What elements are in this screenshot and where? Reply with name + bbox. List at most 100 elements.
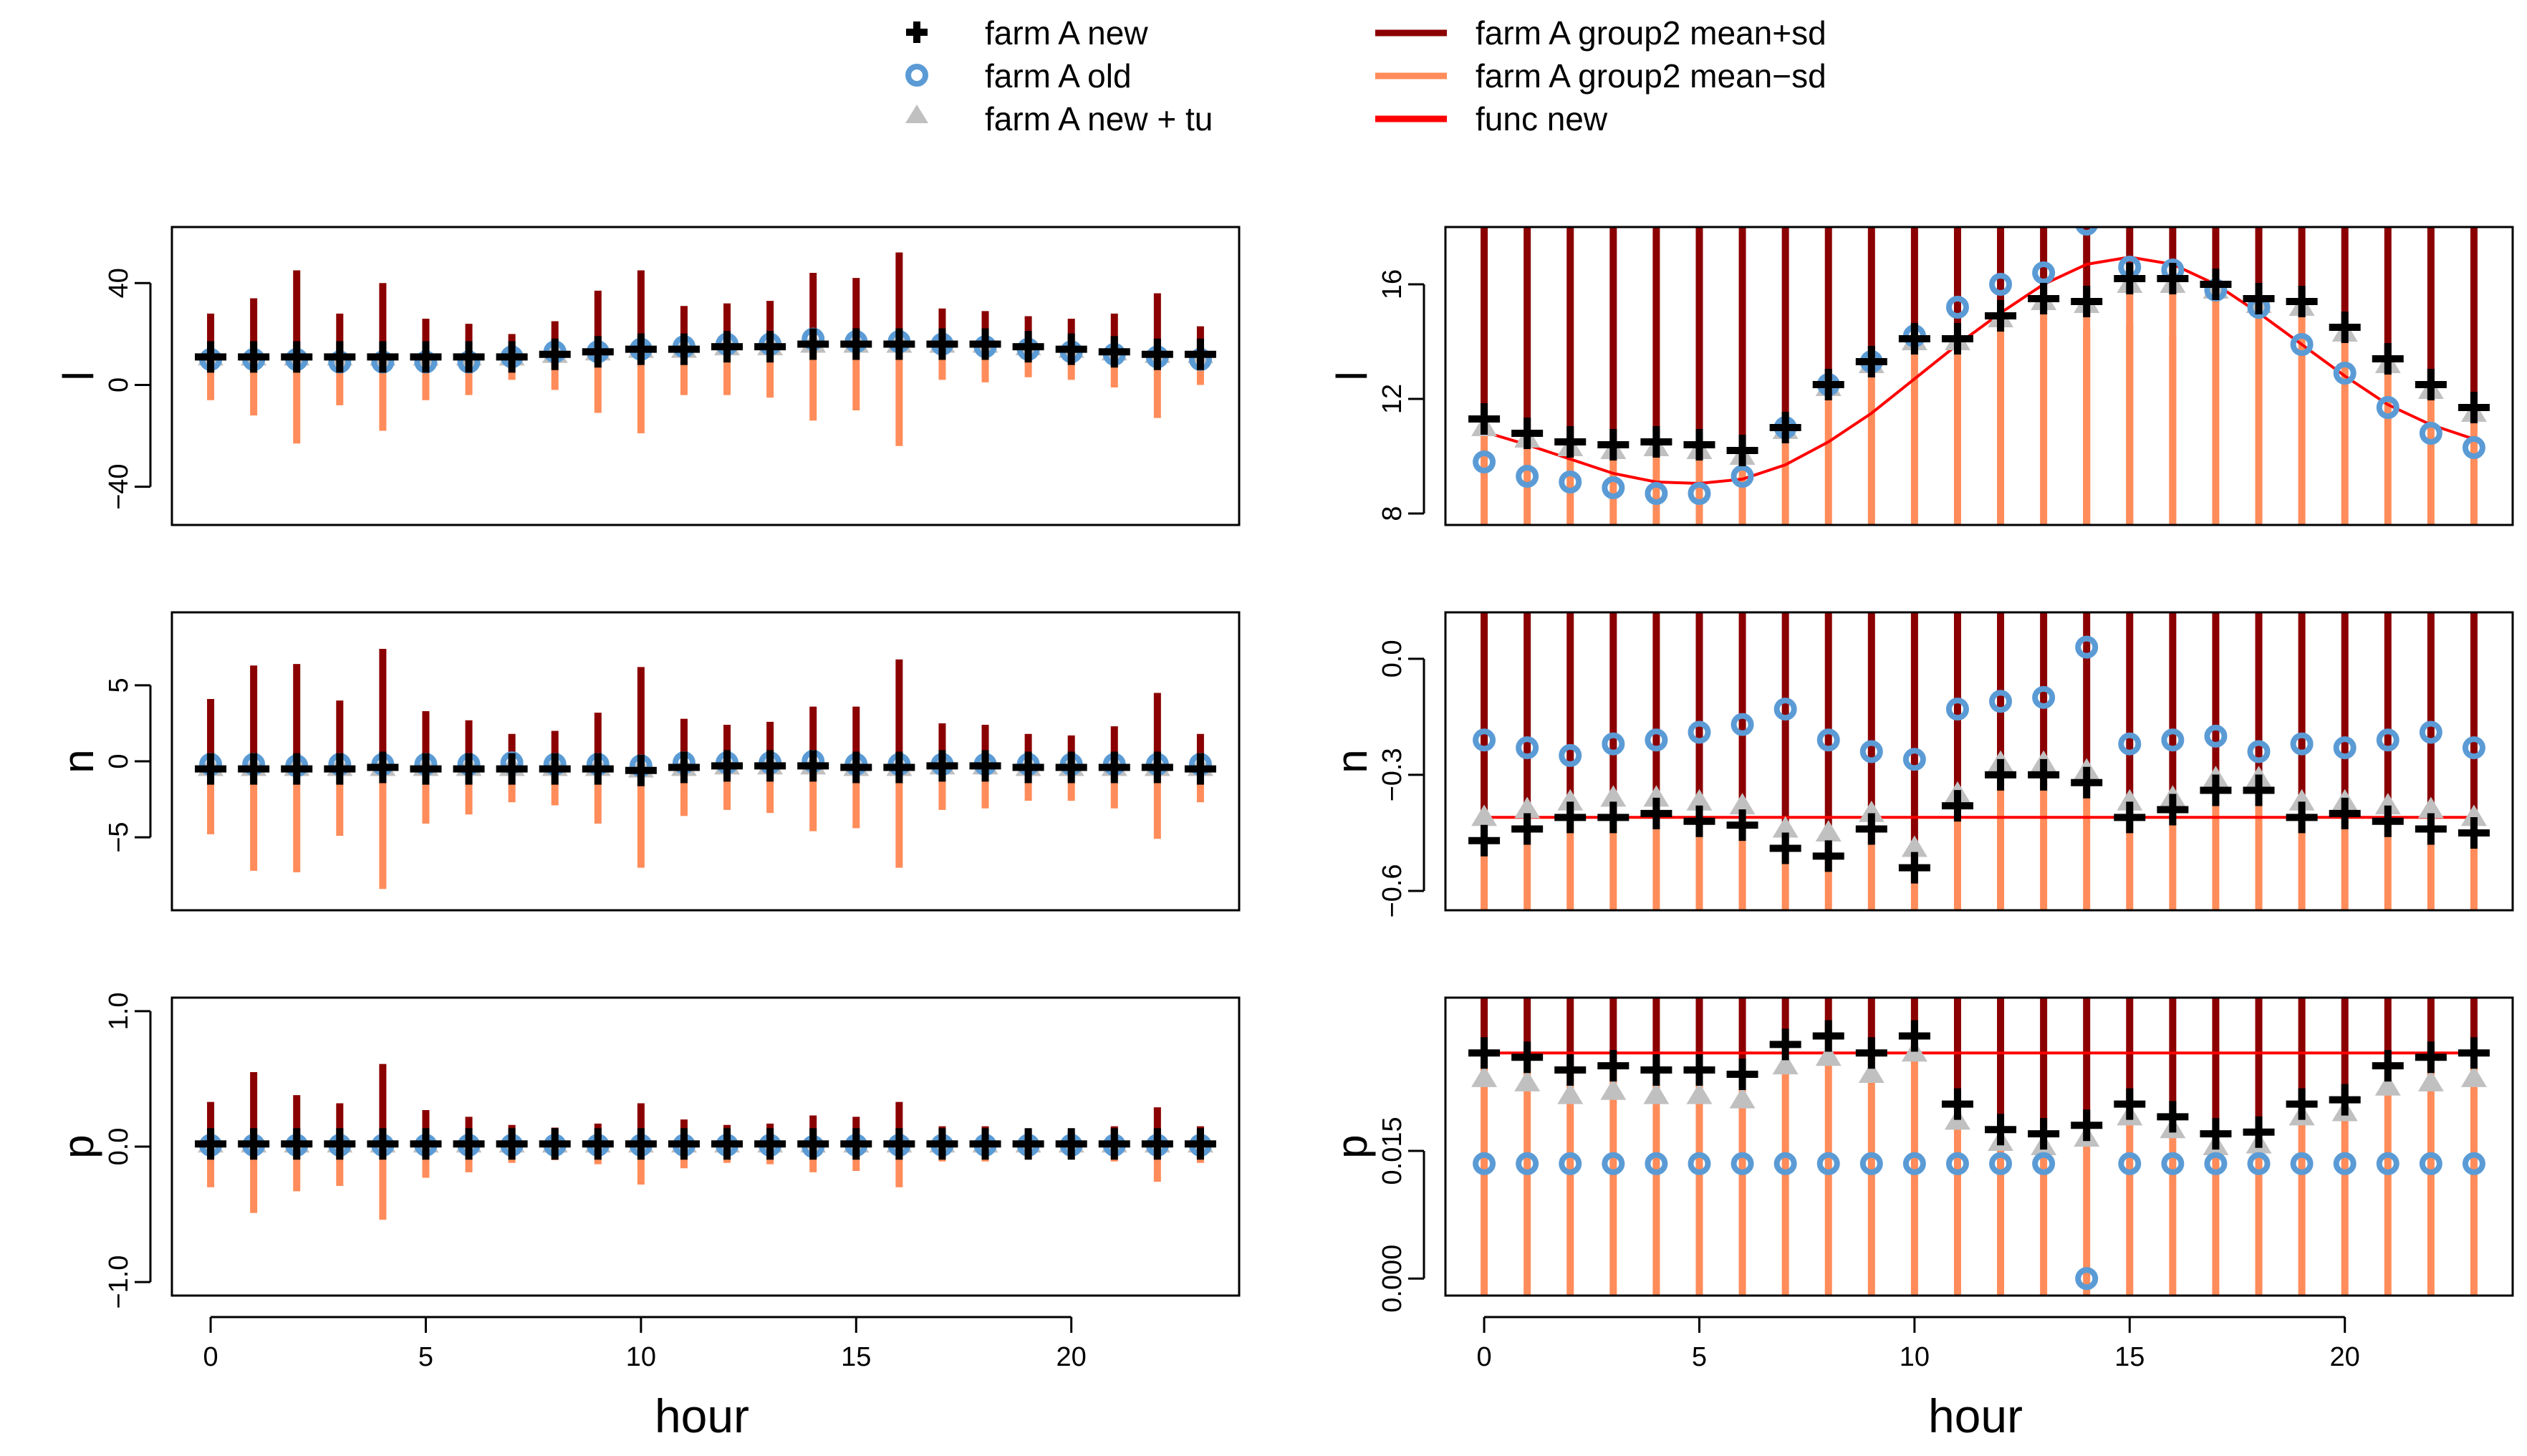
point-new xyxy=(1141,1128,1173,1160)
point-tu xyxy=(2417,796,2444,819)
point-new xyxy=(840,751,872,784)
point-old xyxy=(2161,728,2185,752)
point-old xyxy=(1902,1152,1926,1175)
point-new xyxy=(2071,286,2103,317)
point-new xyxy=(2286,1088,2318,1120)
x-tick-label: 15 xyxy=(841,1342,871,1372)
point-new xyxy=(2071,1109,2103,1142)
point-new xyxy=(2458,392,2490,423)
legend-label-2: farm A new + tu xyxy=(985,100,1213,138)
point-tu xyxy=(1600,785,1627,807)
y-tick-label: 0 xyxy=(104,753,134,768)
point-new xyxy=(969,1128,1001,1160)
point-new xyxy=(238,341,270,373)
point-new xyxy=(238,1128,270,1160)
point-new xyxy=(1769,1028,1801,1061)
point-new xyxy=(582,336,614,368)
point-old xyxy=(2462,1152,2485,1175)
point-new xyxy=(453,753,485,785)
y-tick-label: 0.000 xyxy=(1377,1245,1407,1313)
point-new xyxy=(2372,805,2404,837)
point-new xyxy=(1511,418,1544,449)
panel-l-right: 8 12 16 l xyxy=(1328,226,2514,526)
point-new xyxy=(1554,1054,1587,1086)
point-new xyxy=(1985,758,2017,791)
point-old xyxy=(2333,362,2357,385)
y-axis-title: n xyxy=(1328,749,1376,773)
point-new xyxy=(1511,813,1544,845)
point-new xyxy=(797,328,829,360)
point-new xyxy=(410,341,442,373)
point-new xyxy=(1640,1054,1672,1086)
point-new xyxy=(754,750,786,782)
point-old xyxy=(2333,1152,2357,1175)
point-old xyxy=(1773,698,1797,721)
point-new xyxy=(1141,751,1173,784)
point-new xyxy=(2028,283,2060,314)
panel-frame xyxy=(1444,226,2514,526)
legend-item-2: farm A new + tu xyxy=(905,100,1213,138)
point-new xyxy=(2114,1088,2146,1120)
point-new xyxy=(1726,435,1758,466)
point-old xyxy=(2075,227,2098,236)
y-tick-label: 16 xyxy=(1377,269,1407,299)
point-new xyxy=(1855,346,1887,377)
point-old xyxy=(2376,396,2400,419)
point-new xyxy=(2458,816,2490,849)
point-new xyxy=(969,750,1001,782)
panel-l-left: −40 0 40 l xyxy=(54,226,1241,526)
panel-frame xyxy=(170,226,1241,526)
point-old xyxy=(1989,690,2013,713)
point-new xyxy=(195,753,227,785)
point-old xyxy=(1559,743,1582,767)
legend-marker-2 xyxy=(905,105,928,123)
point-new xyxy=(2329,797,2361,829)
y-tick-label: 0 xyxy=(104,377,134,392)
point-old xyxy=(1688,720,1711,744)
point-old xyxy=(2032,1152,2056,1175)
y-tick-label: −5 xyxy=(104,821,134,852)
point-tu xyxy=(1514,1069,1541,1091)
point-new xyxy=(496,1128,528,1160)
point-tu xyxy=(2417,1069,2444,1091)
point-new xyxy=(1812,369,1844,400)
point-tu xyxy=(1858,800,1885,822)
point-new xyxy=(281,753,313,785)
point-old xyxy=(2333,736,2357,760)
y-axis: −40 0 40 l xyxy=(54,268,152,510)
point-new xyxy=(324,753,356,785)
point-new xyxy=(1812,1020,1844,1052)
point-old xyxy=(1688,1152,1711,1175)
point-tu xyxy=(1815,1044,1842,1066)
point-tu xyxy=(1643,1082,1670,1104)
point-new xyxy=(2329,312,2361,343)
point-new xyxy=(1098,1128,1130,1160)
point-new xyxy=(2157,263,2189,294)
y-axis: −5 0 5 n xyxy=(54,678,152,853)
x-tick-label: 5 xyxy=(1692,1342,1707,1372)
func-line xyxy=(1483,255,2475,486)
plot-area xyxy=(195,252,1216,446)
point-tu xyxy=(1471,1065,1498,1087)
legend-marker-1 xyxy=(905,64,928,87)
point-new xyxy=(1985,1114,2017,1146)
point-old xyxy=(1773,1152,1797,1175)
point-new xyxy=(324,341,356,373)
point-tu xyxy=(1686,1082,1713,1104)
y-tick-label: 0.0 xyxy=(1377,640,1407,678)
point-new xyxy=(582,1128,614,1160)
point-old xyxy=(1645,482,1668,505)
point-new xyxy=(2286,286,2318,317)
point-new xyxy=(2243,1116,2275,1148)
x-tick-label: 20 xyxy=(1056,1342,1087,1372)
point-tu xyxy=(1514,796,1541,819)
point-new xyxy=(797,750,829,782)
point-old xyxy=(1559,1152,1582,1175)
legend-item-0: farm A new xyxy=(906,14,1148,52)
point-old xyxy=(2462,436,2485,459)
point-new xyxy=(195,341,227,373)
legend-marker-0 xyxy=(906,21,928,43)
y-tick-label: 40 xyxy=(104,268,134,298)
point-old xyxy=(1859,740,1883,763)
